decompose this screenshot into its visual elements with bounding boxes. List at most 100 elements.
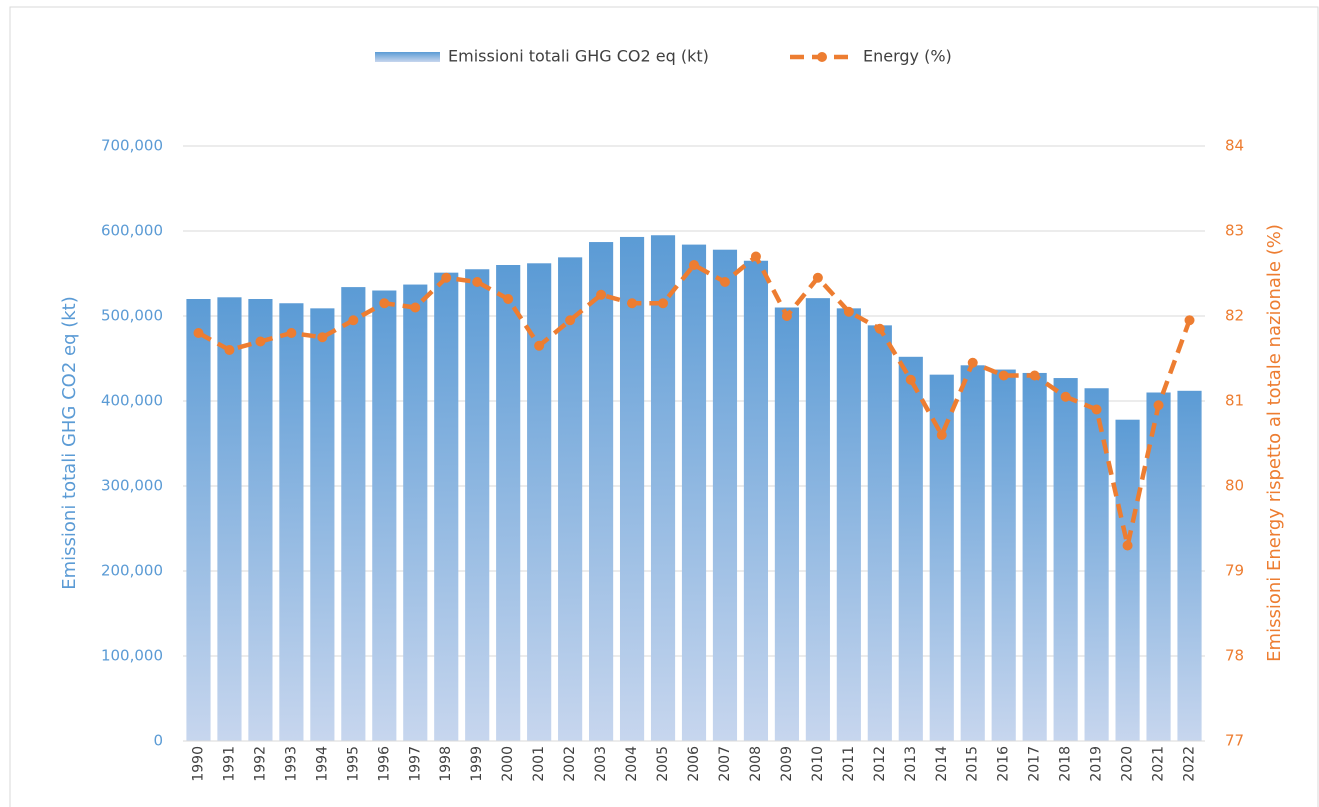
y-tick-label: 100,000 (101, 647, 163, 665)
bar (589, 242, 614, 742)
line-marker (843, 306, 854, 317)
x-tick-label: 2005 (655, 746, 671, 782)
chart-border (9, 6, 1319, 807)
bar (991, 369, 1016, 741)
bar (619, 236, 645, 741)
x-tick-label: 2009 (779, 746, 795, 782)
bar (403, 284, 428, 741)
x-tick-label: 2000 (500, 746, 516, 782)
x-tick-label: 1998 (438, 746, 454, 782)
y2-tick-label: 77 (1225, 732, 1244, 750)
x-tick-label: 2002 (562, 746, 578, 782)
bar (372, 290, 397, 741)
bar (341, 287, 366, 741)
x-tick-label: 1999 (469, 746, 485, 782)
x-tick-label: 2008 (748, 746, 764, 782)
x-tick-label: 1997 (407, 746, 423, 782)
bar (743, 260, 769, 741)
bar (186, 299, 211, 741)
x-tick-label: 2016 (996, 746, 1012, 782)
bar (960, 365, 985, 741)
line-marker (781, 311, 792, 321)
bar (217, 297, 242, 741)
x-tick-label: 2017 (1027, 746, 1043, 782)
bar (1053, 378, 1078, 741)
x-tick-label: 2020 (1120, 746, 1136, 782)
line-marker (224, 345, 235, 355)
x-tick-label: 2004 (624, 746, 640, 782)
y-tick-label: 700,000 (101, 137, 163, 155)
bar (898, 356, 923, 741)
y2-axis-title: Emissioni Energy rispetto al totale nazi… (1264, 224, 1285, 662)
line-marker (348, 315, 359, 326)
legend-swatch (817, 52, 827, 62)
line-marker (286, 328, 297, 338)
bar (558, 257, 583, 741)
x-tick-label: 2001 (531, 746, 547, 782)
line-marker (658, 298, 669, 309)
x-tick-label: 2021 (1151, 746, 1167, 782)
y2-tick-label: 78 (1225, 647, 1244, 665)
y-tick-label: 0 (153, 732, 163, 750)
line-marker (534, 340, 545, 351)
bar (681, 244, 707, 741)
line-marker (998, 370, 1009, 381)
line-marker (317, 332, 328, 343)
bar (712, 249, 738, 741)
legend-label: Emissioni totali GHG CO2 eq (kt) (448, 47, 709, 66)
bar (867, 325, 892, 741)
bar (310, 308, 335, 741)
y-tick-label: 400,000 (101, 392, 163, 410)
line-marker (812, 272, 823, 283)
bar (805, 298, 830, 741)
x-tick-label: 2010 (810, 746, 826, 782)
y-tick-label: 500,000 (101, 307, 163, 325)
line-marker (193, 328, 204, 338)
bar (650, 235, 676, 741)
bar (1177, 390, 1202, 741)
legend-label: Energy (%) (863, 47, 952, 66)
line-marker (874, 323, 885, 334)
x-tick-label: 2022 (1182, 746, 1198, 782)
x-tick-label: 2013 (903, 746, 919, 782)
y2-tick-label: 82 (1225, 307, 1244, 325)
x-tick-label: 1991 (221, 746, 237, 782)
x-tick-label: 2007 (717, 746, 733, 782)
x-tick-label: 2011 (841, 746, 857, 782)
bar (248, 299, 273, 741)
x-tick-label: 2018 (1058, 746, 1074, 782)
x-tick-label: 2014 (934, 746, 950, 782)
x-tick-label: 2003 (593, 746, 609, 782)
x-tick-label: 2015 (965, 746, 981, 782)
bar (465, 269, 490, 741)
x-tick-label: 1992 (252, 746, 268, 782)
x-tick-label: 2019 (1089, 746, 1105, 782)
line-marker (1153, 400, 1164, 411)
line-marker (689, 260, 699, 270)
line-marker (1122, 540, 1133, 551)
line-marker (905, 374, 916, 385)
x-tick-label: 1993 (283, 746, 299, 782)
bar (434, 272, 459, 741)
x-tick-label: 1994 (314, 746, 330, 782)
x-tick-label: 1996 (376, 746, 392, 782)
bar (774, 307, 799, 741)
y-tick-label: 300,000 (101, 477, 163, 495)
x-tick-label: 2006 (686, 746, 702, 782)
line-marker (410, 302, 421, 313)
bar (279, 303, 304, 741)
line-marker (472, 277, 483, 287)
y-tick-label: 600,000 (101, 222, 163, 240)
line-marker (1184, 315, 1195, 326)
line-marker (255, 336, 266, 347)
y2-tick-label: 83 (1225, 222, 1244, 240)
x-tick-label: 1990 (190, 746, 206, 782)
bar (1022, 372, 1047, 741)
line-marker (503, 294, 514, 304)
bar (1115, 419, 1140, 741)
line-marker (719, 277, 730, 287)
bar (496, 265, 521, 741)
line-marker (1091, 404, 1102, 415)
legend-swatch (375, 52, 440, 62)
